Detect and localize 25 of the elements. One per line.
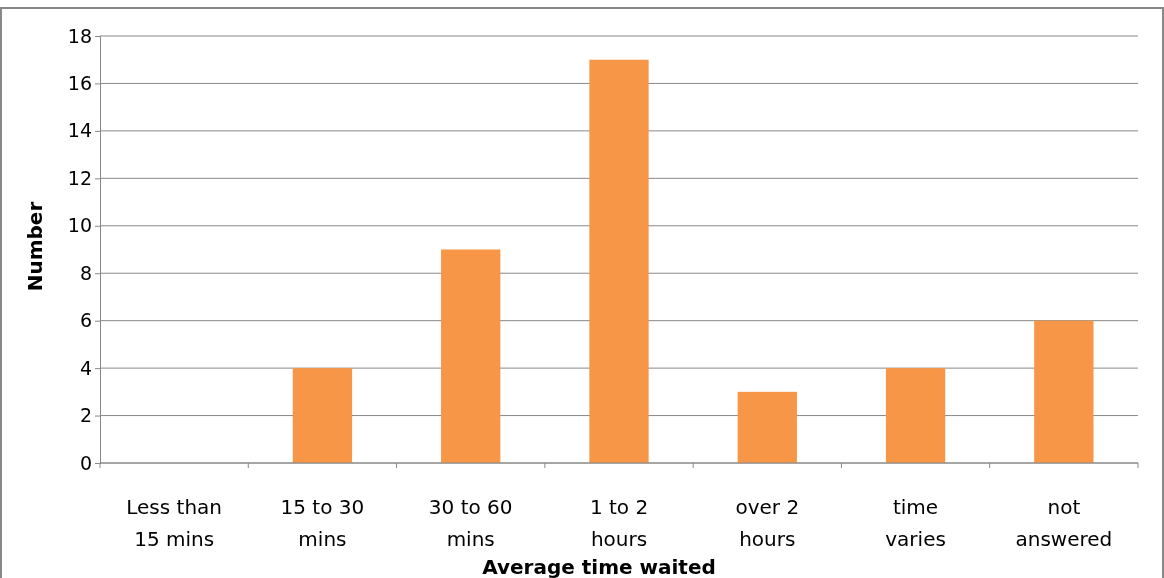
x-tick-label: 30 to 60 mins [428, 495, 513, 551]
y-tick-label: 14 [67, 119, 92, 142]
bar [737, 391, 797, 463]
x-tick-label: not answered [1015, 495, 1113, 551]
bar [885, 368, 946, 463]
bar [1034, 320, 1094, 463]
y-tick-label: 4 [79, 356, 92, 379]
bar [589, 59, 649, 463]
y-tick-label: 10 [67, 214, 92, 237]
x-axis-title: Average time waited [482, 555, 716, 578]
y-axis-title: Number [23, 201, 47, 292]
x-tick-label: over 2 hours [735, 495, 800, 551]
y-tick-label: 2 [79, 404, 92, 427]
bar [441, 249, 501, 463]
y-tick-label: 8 [79, 261, 92, 284]
x-tick-label: time varies [885, 495, 946, 551]
bar [292, 368, 353, 463]
x-tick-label: Less than 15 mins [126, 495, 223, 551]
y-tick-label: 6 [79, 309, 92, 332]
y-tick-label: 12 [67, 166, 92, 189]
x-tick-label: 1 to 2 hours [589, 495, 649, 551]
y-tick-label: 16 [67, 72, 92, 95]
x-tick-label: 15 to 30 mins [280, 495, 365, 551]
y-tick-label: 0 [79, 451, 92, 474]
y-tick-label: 18 [67, 24, 92, 47]
